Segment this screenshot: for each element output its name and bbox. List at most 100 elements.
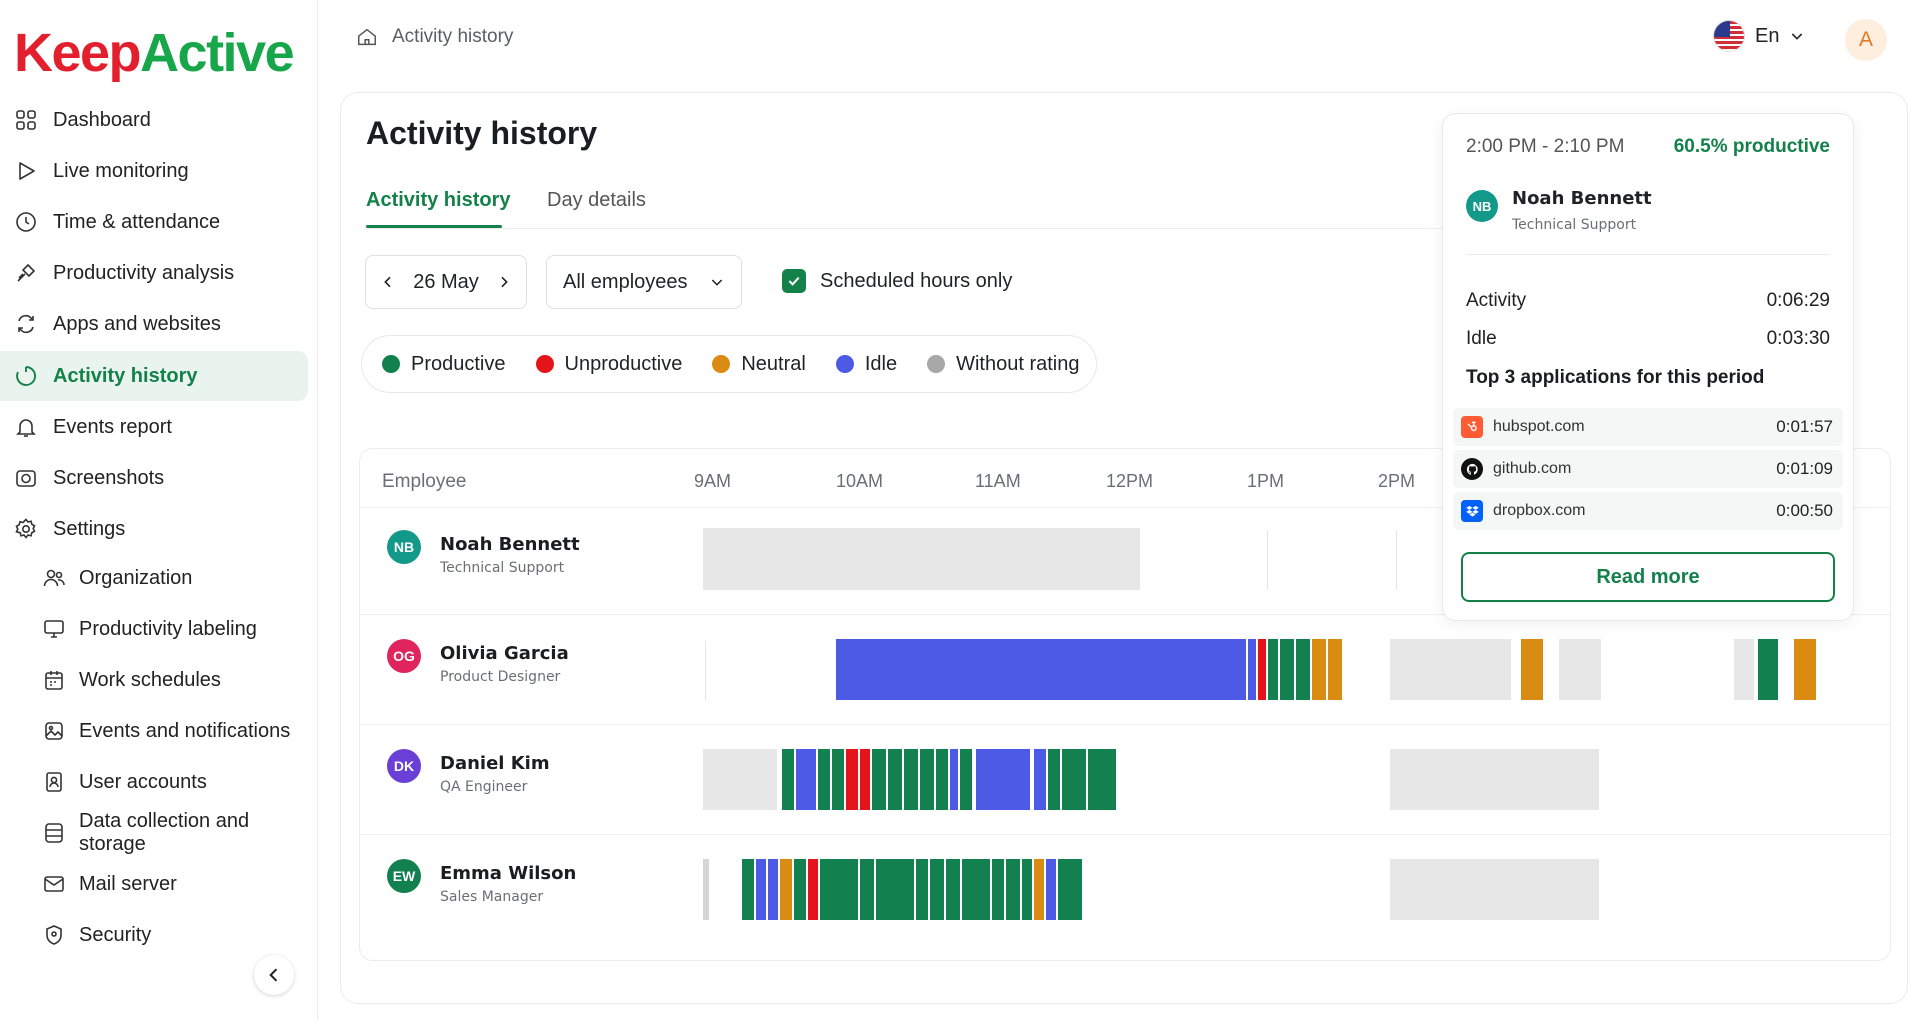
sidebar-subitem-user-accounts[interactable]: User accounts [0, 757, 308, 807]
sidebar-item-activity-history[interactable]: Activity history [0, 351, 308, 401]
activity-segment[interactable] [920, 749, 934, 810]
activity-segment[interactable] [1390, 639, 1511, 700]
grid-icon [16, 110, 36, 130]
activity-segment[interactable] [756, 859, 766, 920]
app-row[interactable]: hubspot.com 0:01:57 [1453, 408, 1843, 446]
language-selector[interactable]: En [1713, 20, 1805, 52]
sidebar-item-apps-websites[interactable]: Apps and websites [0, 299, 308, 349]
employee-role: QA Engineer [440, 779, 528, 795]
activity-segment[interactable] [768, 859, 778, 920]
app-row[interactable]: github.com 0:01:09 [1453, 450, 1843, 488]
sidebar-item-time-attendance[interactable]: Time & attendance [0, 197, 308, 247]
activity-segment[interactable] [1048, 749, 1060, 810]
activity-segment[interactable] [820, 859, 858, 920]
scheduled-hours-toggle[interactable]: Scheduled hours only [782, 269, 1012, 293]
activity-segment[interactable] [860, 859, 874, 920]
activity-segment[interactable] [962, 859, 990, 920]
date-value[interactable]: 26 May [413, 270, 479, 293]
sidebar-subitem-mail-server[interactable]: Mail server [0, 859, 308, 909]
activity-segment[interactable] [1034, 749, 1046, 810]
app-row[interactable]: dropbox.com 0:00:50 [1453, 492, 1843, 530]
sidebar-subitem-productivity-labeling[interactable]: Productivity labeling [0, 604, 308, 654]
hour-gridline [1267, 530, 1268, 590]
activity-segment[interactable] [1022, 859, 1032, 920]
sidebar-item-events-report[interactable]: Events report [0, 402, 308, 452]
activity-segment[interactable] [1521, 639, 1543, 700]
activity-segment[interactable] [1390, 749, 1599, 810]
activity-segment[interactable] [703, 528, 1140, 590]
github-icon [1461, 458, 1483, 480]
table-row[interactable]: EW Emma Wilson Sales Manager [360, 835, 1890, 960]
activity-segment[interactable] [1312, 639, 1326, 700]
sidebar-subitem-work-schedules[interactable]: Work schedules [0, 655, 308, 705]
activity-segment[interactable] [836, 639, 1246, 700]
table-row[interactable]: OG Olivia Garcia Product Designer [360, 615, 1890, 725]
activity-segment[interactable] [796, 749, 816, 810]
activity-segment[interactable] [1734, 639, 1754, 700]
table-row[interactable]: DK Daniel Kim QA Engineer [360, 725, 1890, 835]
activity-segment[interactable] [1006, 859, 1020, 920]
chevron-left-icon[interactable] [380, 274, 396, 290]
activity-segment[interactable] [1088, 749, 1116, 810]
sidebar-item-settings[interactable]: Settings [0, 504, 308, 554]
activity-segment[interactable] [780, 859, 792, 920]
activity-segment[interactable] [1034, 859, 1044, 920]
activity-segment[interactable] [992, 859, 1004, 920]
activity-segment[interactable] [1794, 639, 1816, 700]
tab-day-details[interactable]: Day details [547, 189, 646, 211]
activity-segment[interactable] [876, 859, 914, 920]
tab-activity-history[interactable]: Activity history [366, 189, 511, 211]
activity-segment[interactable] [860, 749, 870, 810]
avatar: NB [1466, 190, 1498, 222]
read-more-button[interactable]: Read more [1461, 552, 1835, 602]
activity-segment[interactable] [930, 859, 944, 920]
sidebar-subitem-data-collection[interactable]: Data collection and storage [0, 808, 308, 858]
sidebar-subitem-events-notifications[interactable]: Events and notifications [0, 706, 308, 756]
activity-segment[interactable] [1758, 639, 1778, 700]
activity-segment[interactable] [1248, 639, 1256, 700]
scheduled-hours-checkbox[interactable] [782, 269, 806, 293]
activity-segment[interactable] [742, 859, 754, 920]
activity-segment[interactable] [1559, 639, 1601, 700]
sidebar-subitem-organization[interactable]: Organization [0, 553, 308, 603]
activity-segment[interactable] [960, 749, 972, 810]
sidebar-subitem-security[interactable]: Security [0, 910, 308, 960]
activity-segment[interactable] [950, 749, 958, 810]
activity-segment[interactable] [808, 859, 818, 920]
activity-segment[interactable] [904, 749, 918, 810]
activity-segment[interactable] [936, 749, 948, 810]
activity-segment[interactable] [1390, 859, 1599, 920]
activity-segment[interactable] [1258, 639, 1266, 700]
collapse-sidebar-button[interactable] [254, 955, 294, 995]
chevron-right-icon[interactable] [496, 274, 512, 290]
employee-select[interactable]: All employees [546, 255, 742, 309]
activity-segment[interactable] [703, 749, 777, 810]
sidebar-item-productivity-analysis[interactable]: Productivity analysis [0, 248, 308, 298]
activity-segment[interactable] [1268, 639, 1278, 700]
activity-segment[interactable] [872, 749, 886, 810]
activity-segment[interactable] [888, 749, 902, 810]
home-icon[interactable] [356, 26, 378, 48]
activity-segment[interactable] [1280, 639, 1294, 700]
sidebar-item-live-monitoring[interactable]: Live monitoring [0, 146, 308, 196]
activity-segment[interactable] [1058, 859, 1082, 920]
activity-segment[interactable] [976, 749, 1030, 810]
activity-segment[interactable] [703, 859, 709, 920]
activity-segment[interactable] [832, 749, 844, 810]
sidebar-item-dashboard[interactable]: Dashboard [0, 95, 308, 145]
brand-logo[interactable]: KeepActive [14, 20, 295, 86]
activity-segment[interactable] [946, 859, 960, 920]
activity-segment[interactable] [916, 859, 928, 920]
activity-segment[interactable] [782, 749, 794, 810]
activity-segment[interactable] [818, 749, 830, 810]
table-row[interactable]: NB Noah Bennett Technical Support [360, 508, 1890, 615]
activity-segment[interactable] [1296, 639, 1310, 700]
activity-segment[interactable] [846, 749, 858, 810]
activity-segment[interactable] [1328, 639, 1342, 700]
activity-segment[interactable] [1062, 749, 1086, 810]
legend-neutral: Neutral [712, 353, 806, 376]
activity-segment[interactable] [1046, 859, 1056, 920]
activity-segment[interactable] [794, 859, 806, 920]
user-avatar[interactable]: A [1845, 19, 1887, 61]
sidebar-item-screenshots[interactable]: Screenshots [0, 453, 308, 503]
